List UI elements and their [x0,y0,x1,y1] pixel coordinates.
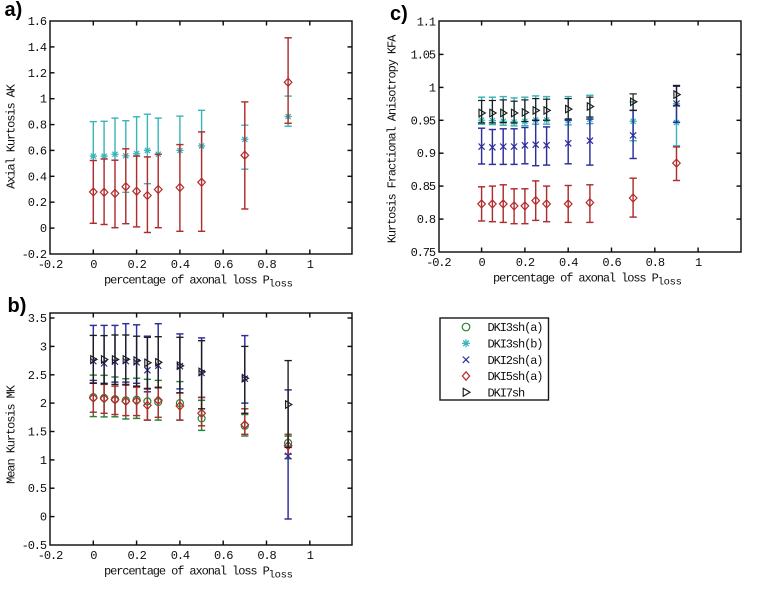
svg-text:Mean Kurtosis MK: Mean Kurtosis MK [5,384,19,484]
svg-text:b): b) [8,295,27,317]
svg-text:1: 1 [307,549,314,563]
svg-text:-0.5: -0.5 [22,539,47,553]
svg-text:0.6: 0.6 [214,549,233,563]
svg-text:2.5: 2.5 [28,369,47,383]
svg-text:2: 2 [40,397,47,411]
svg-text:1.4: 1.4 [28,41,47,55]
svg-text:0.85: 0.85 [411,180,436,194]
svg-text:0.75: 0.75 [411,246,436,260]
svg-text:1: 1 [40,454,47,468]
svg-text:1.1: 1.1 [417,16,436,30]
svg-text:0: 0 [90,258,97,272]
svg-text:0.8: 0.8 [28,119,47,133]
svg-text:percentage of axonal loss Plos: percentage of axonal loss Ploss [104,274,293,291]
svg-text:Axial Kurtosis AK: Axial Kurtosis AK [5,83,19,189]
svg-text:1: 1 [307,258,314,272]
svg-text:percentage of axonal loss Plos: percentage of axonal loss Ploss [104,565,293,582]
svg-text:DKI3sh(b): DKI3sh(b) [488,338,543,352]
svg-text:0.5: 0.5 [28,482,47,496]
svg-text:1.6: 1.6 [28,15,47,29]
svg-text:0.4: 0.4 [28,170,47,184]
svg-text:0.2: 0.2 [28,196,47,210]
svg-text:0: 0 [40,511,47,525]
svg-text:0: 0 [90,549,97,563]
svg-text:0.8: 0.8 [257,258,276,272]
svg-text:0.2: 0.2 [127,258,146,272]
svg-text:0.6: 0.6 [602,256,621,270]
svg-text:0.2: 0.2 [127,549,146,563]
svg-text:0.4: 0.4 [171,258,190,272]
svg-text:0.8: 0.8 [646,256,665,270]
svg-text:-0.2: -0.2 [38,549,63,563]
svg-text:-0.2: -0.2 [426,256,451,270]
svg-text:3.5: 3.5 [28,312,47,326]
svg-text:Kurtosis Fractional Anisotropy: Kurtosis Fractional Anisotropy KFA [386,34,400,243]
svg-text:0.6: 0.6 [28,144,47,158]
svg-text:DKI2sh(a): DKI2sh(a) [488,354,543,368]
svg-text:1.05: 1.05 [411,48,436,62]
svg-text:1.2: 1.2 [28,67,47,81]
svg-text:1: 1 [695,256,702,270]
svg-text:0: 0 [40,222,47,236]
svg-text:0.8: 0.8 [417,213,436,227]
svg-text:0.2: 0.2 [516,256,535,270]
svg-text:0.4: 0.4 [559,256,578,270]
svg-text:percentage of axonal loss Plos: percentage of axonal loss Ploss [493,272,682,289]
svg-text:DKI3sh(a): DKI3sh(a) [488,321,543,335]
svg-text:0.6: 0.6 [214,258,233,272]
svg-text:a): a) [5,0,23,21]
svg-text:-0.2: -0.2 [38,258,63,272]
svg-text:0.95: 0.95 [411,114,436,128]
svg-text:0.8: 0.8 [257,549,276,563]
svg-text:1.5: 1.5 [28,426,47,440]
svg-text:1: 1 [40,93,47,107]
svg-text:0.9: 0.9 [417,147,436,161]
svg-text:3: 3 [40,340,47,354]
svg-text:1: 1 [429,81,436,95]
svg-text:-0.2: -0.2 [22,248,47,262]
svg-text:DKI5sh(a): DKI5sh(a) [488,370,543,384]
svg-text:0.4: 0.4 [171,549,190,563]
svg-text:c): c) [390,3,408,25]
svg-text:0: 0 [479,256,486,270]
svg-text:DKI7sh: DKI7sh [488,387,526,401]
